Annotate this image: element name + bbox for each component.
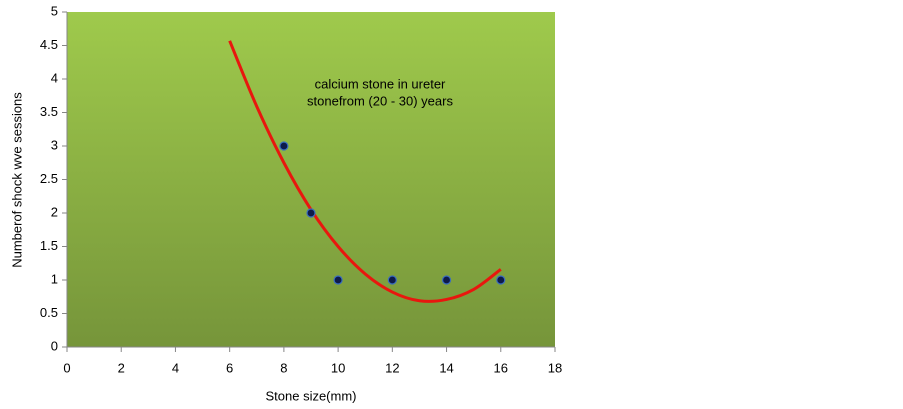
data-point bbox=[496, 275, 506, 285]
x-tick-label: 2 bbox=[118, 360, 125, 375]
y-axis-label: Numberof shock wve sessions bbox=[9, 92, 24, 268]
y-tick-label: 2.5 bbox=[40, 171, 58, 186]
data-point bbox=[387, 275, 397, 285]
x-tick-label: 16 bbox=[494, 360, 508, 375]
y-tick-label: 0.5 bbox=[40, 305, 58, 320]
y-tick-label: 0 bbox=[51, 338, 58, 353]
x-axis-label: Stone size(mm) bbox=[265, 388, 356, 403]
y-tick-label: 4.5 bbox=[40, 37, 58, 52]
x-tick-label: 6 bbox=[226, 360, 233, 375]
data-point bbox=[333, 275, 343, 285]
data-point bbox=[306, 208, 316, 218]
annotation: stonefrom (20 - 30) years bbox=[307, 93, 453, 108]
plot-area bbox=[67, 12, 555, 347]
y-tick-label: 3 bbox=[51, 137, 58, 152]
x-tick-label: 18 bbox=[548, 360, 562, 375]
y-tick-label: 3.5 bbox=[40, 104, 58, 119]
trendline bbox=[228, 40, 502, 303]
x-tick-label: 10 bbox=[331, 360, 345, 375]
x-tick-label: 0 bbox=[63, 360, 70, 375]
data-point bbox=[441, 275, 452, 285]
y-tick-label: 4 bbox=[51, 70, 58, 85]
y-tick-label: 5 bbox=[51, 3, 58, 18]
y-tick-label: 1.5 bbox=[40, 238, 58, 253]
x-tick-label: 8 bbox=[280, 360, 287, 375]
x-tick-label: 12 bbox=[385, 360, 399, 375]
data-point bbox=[279, 141, 289, 151]
annotation: calcium stone in ureter bbox=[315, 76, 446, 91]
x-tick-label: 14 bbox=[439, 360, 453, 375]
y-tick-label: 2 bbox=[51, 204, 58, 219]
x-tick-label: 4 bbox=[172, 360, 179, 375]
y-tick-label: 1 bbox=[51, 271, 58, 286]
